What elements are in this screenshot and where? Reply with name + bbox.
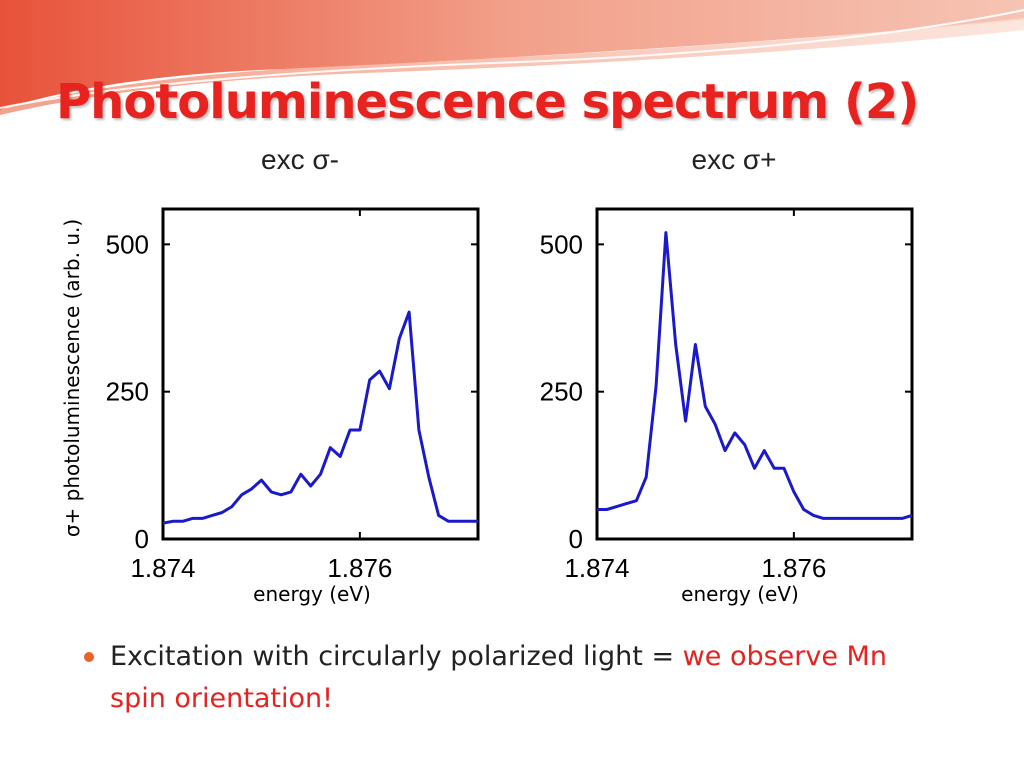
header-wave-decoration — [0, 0, 1024, 115]
x-tick-label: 1.874 — [564, 553, 629, 583]
chart-svg: 0 250 500 1.874 1.876 — [540, 207, 914, 583]
series-line-0 — [597, 231, 913, 520]
y-tick-label: 0 — [135, 524, 149, 554]
bullet-text: Excitation with circularly polarized lig… — [110, 636, 940, 720]
y-tick-label: 500 — [106, 229, 149, 259]
plot-frame — [595, 207, 914, 541]
y-axis-label-text: σ+ photoluminescence (arb. u.) — [60, 218, 84, 538]
y-tick-label: 250 — [106, 377, 149, 407]
x-tick-label: 1.876 — [327, 553, 392, 583]
slide-title: Photoluminescence spectrum (2) — [56, 74, 919, 130]
plot-frame — [161, 207, 480, 541]
x-axis-label-right: energy (eV) — [681, 582, 799, 606]
x-tick-label: 1.874 — [130, 553, 195, 583]
series-line-0 — [162, 310, 478, 525]
x-axis-label-left: energy (eV) — [253, 582, 371, 606]
bullet-dot-icon — [84, 652, 94, 662]
y-tick-label: 250 — [540, 377, 583, 407]
chart-title: exc σ+ — [691, 144, 777, 175]
y-tick-label: 0 — [569, 524, 583, 554]
chart-svg: 0 250 500 1.874 1.876 — [106, 207, 480, 583]
chart-exc-sigma-minus: exc σ- 0 250 500 1.874 1.876 — [90, 140, 510, 610]
x-tick-label: 1.876 — [761, 553, 826, 583]
chart-exc-sigma-plus: exc σ+ 0 250 500 1.874 1.876 — [524, 140, 944, 610]
bullet-highlight-text: we observe Mn spin orientation! — [110, 641, 887, 714]
chart-title: exc σ- — [261, 144, 339, 175]
bullet-main-text: Excitation with circularly polarized lig… — [110, 641, 683, 672]
y-tick-label: 500 — [540, 229, 583, 259]
